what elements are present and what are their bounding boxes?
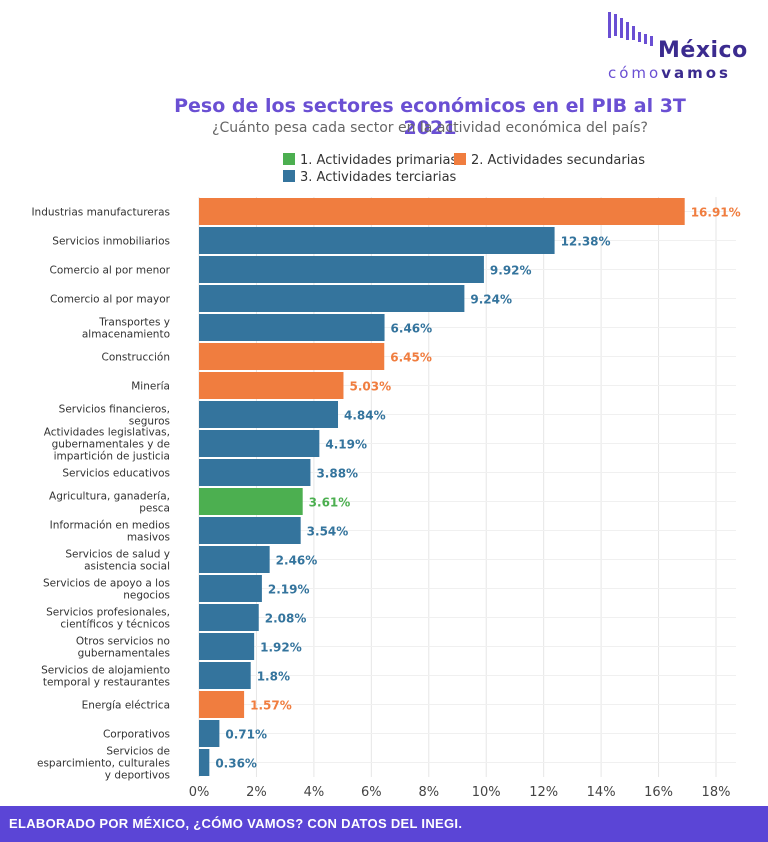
x-tick-label: 10% (472, 785, 501, 800)
x-tick-label: 0% (189, 785, 210, 800)
bar (199, 430, 320, 457)
bar-chart: 0% 2% 4% 6% 8% 10% 12% 14% 16% 18% Industrias manu… (31, 197, 741, 800)
bar (199, 691, 245, 718)
bar (199, 459, 311, 486)
x-tick-label: 14% (587, 785, 616, 800)
category-label: Transportes y almacenamiento (82, 317, 170, 341)
value-label: 2.46% (276, 554, 318, 568)
x-tick-label: 2% (246, 785, 267, 800)
bar (199, 604, 259, 631)
value-label: 12.38% (561, 235, 611, 249)
value-label: 3.61% (309, 496, 351, 510)
logo-bars-icon (608, 12, 653, 46)
value-label: 0.71% (225, 728, 267, 742)
category-label: Servicios educativos (62, 468, 170, 480)
category-label: Industrias manufactureras (31, 207, 170, 219)
bar (199, 256, 484, 283)
value-label: 6.46% (391, 322, 433, 336)
footer-bar: ELABORADO POR MÉXICO, ¿CÓMO VAMOS? CON D… (0, 806, 768, 842)
category-label: Servicios de apoyo a los negocios (43, 578, 170, 602)
legend-swatch (283, 170, 295, 182)
value-label: 4.19% (325, 438, 367, 452)
category-label: Comercio al por menor (50, 265, 171, 277)
x-tick-label: 8% (418, 785, 439, 800)
category-label: Construcción (101, 352, 170, 364)
value-label: 9.92% (490, 264, 532, 278)
category-label: Servicios financieros, seguros (59, 404, 170, 428)
value-label: 0.36% (215, 757, 257, 771)
legend-item-secundarias: 2. Actividades secundarias (454, 153, 645, 168)
x-tick-label: 16% (644, 785, 673, 800)
category-label: Otros servicios no gubernamentales (76, 636, 170, 660)
bar (199, 227, 555, 254)
category-label: Servicios profesionales, científicos y té… (46, 607, 170, 631)
category-label: Información en medios masivos (50, 520, 170, 544)
value-label: 3.88% (316, 467, 358, 481)
category-label: Agricultura, ganadería, pesca (49, 491, 170, 515)
category-label: Servicios inmobiliarios (52, 236, 170, 248)
value-label: 1.92% (260, 641, 302, 655)
legend-swatch (283, 153, 295, 165)
x-tick-label: 18% (702, 785, 731, 800)
bar (199, 662, 251, 689)
value-label: 2.08% (265, 612, 307, 626)
bar (199, 633, 255, 660)
category-label: Energía eléctrica (82, 700, 170, 712)
brand-sub: cómovamos (608, 64, 731, 82)
brand-name: México (658, 38, 748, 63)
value-label: 9.24% (470, 293, 512, 307)
category-label: Servicios de salud y asistencia social (65, 549, 170, 573)
value-label: 6.45% (390, 351, 432, 365)
category-label: Corporativos (103, 729, 170, 741)
chart-subtitle: ¿Cuánto pesa cada sector en la actividad… (212, 120, 648, 136)
bar (199, 546, 270, 573)
bar (199, 372, 344, 399)
category-label: Actividades legislativas, gubernamentales… (44, 427, 170, 463)
value-label: 1.57% (250, 699, 292, 713)
legend-swatch (454, 153, 466, 165)
legend-item-primarias: 1. Actividades primarias (283, 153, 457, 168)
bar (199, 198, 685, 225)
value-label: 2.19% (268, 583, 310, 597)
bar (199, 575, 262, 602)
category-label: Servicios de alojamiento temporal y resta… (41, 665, 170, 689)
bar (199, 488, 303, 515)
brand-logo: México cómovamos (606, 10, 756, 82)
category-label: Minería (131, 381, 170, 393)
value-label: 3.54% (307, 525, 349, 539)
x-tick-label: 12% (529, 785, 558, 800)
value-label: 4.84% (344, 409, 386, 423)
category-label: Servicios de esparcimiento, culturales y d… (37, 746, 170, 782)
chart-title: Peso de los sectores económicos en el PI… (174, 95, 686, 139)
bar (199, 314, 385, 341)
footer-text: ELABORADO POR MÉXICO, ¿CÓMO VAMOS? CON D… (9, 816, 463, 831)
category-label: Comercio al por mayor (50, 294, 171, 306)
bar (199, 343, 385, 370)
legend-item-terciarias: 3. Actividades terciarias (283, 170, 456, 185)
bar (199, 517, 301, 544)
value-label: 16.91% (691, 206, 741, 220)
bar (199, 285, 465, 312)
bar (199, 720, 220, 747)
bar (199, 749, 210, 776)
x-tick-label: 6% (361, 785, 382, 800)
value-label: 5.03% (349, 380, 391, 394)
bar (199, 401, 339, 428)
x-tick-label: 4% (304, 785, 325, 800)
value-label: 1.8% (257, 670, 290, 684)
